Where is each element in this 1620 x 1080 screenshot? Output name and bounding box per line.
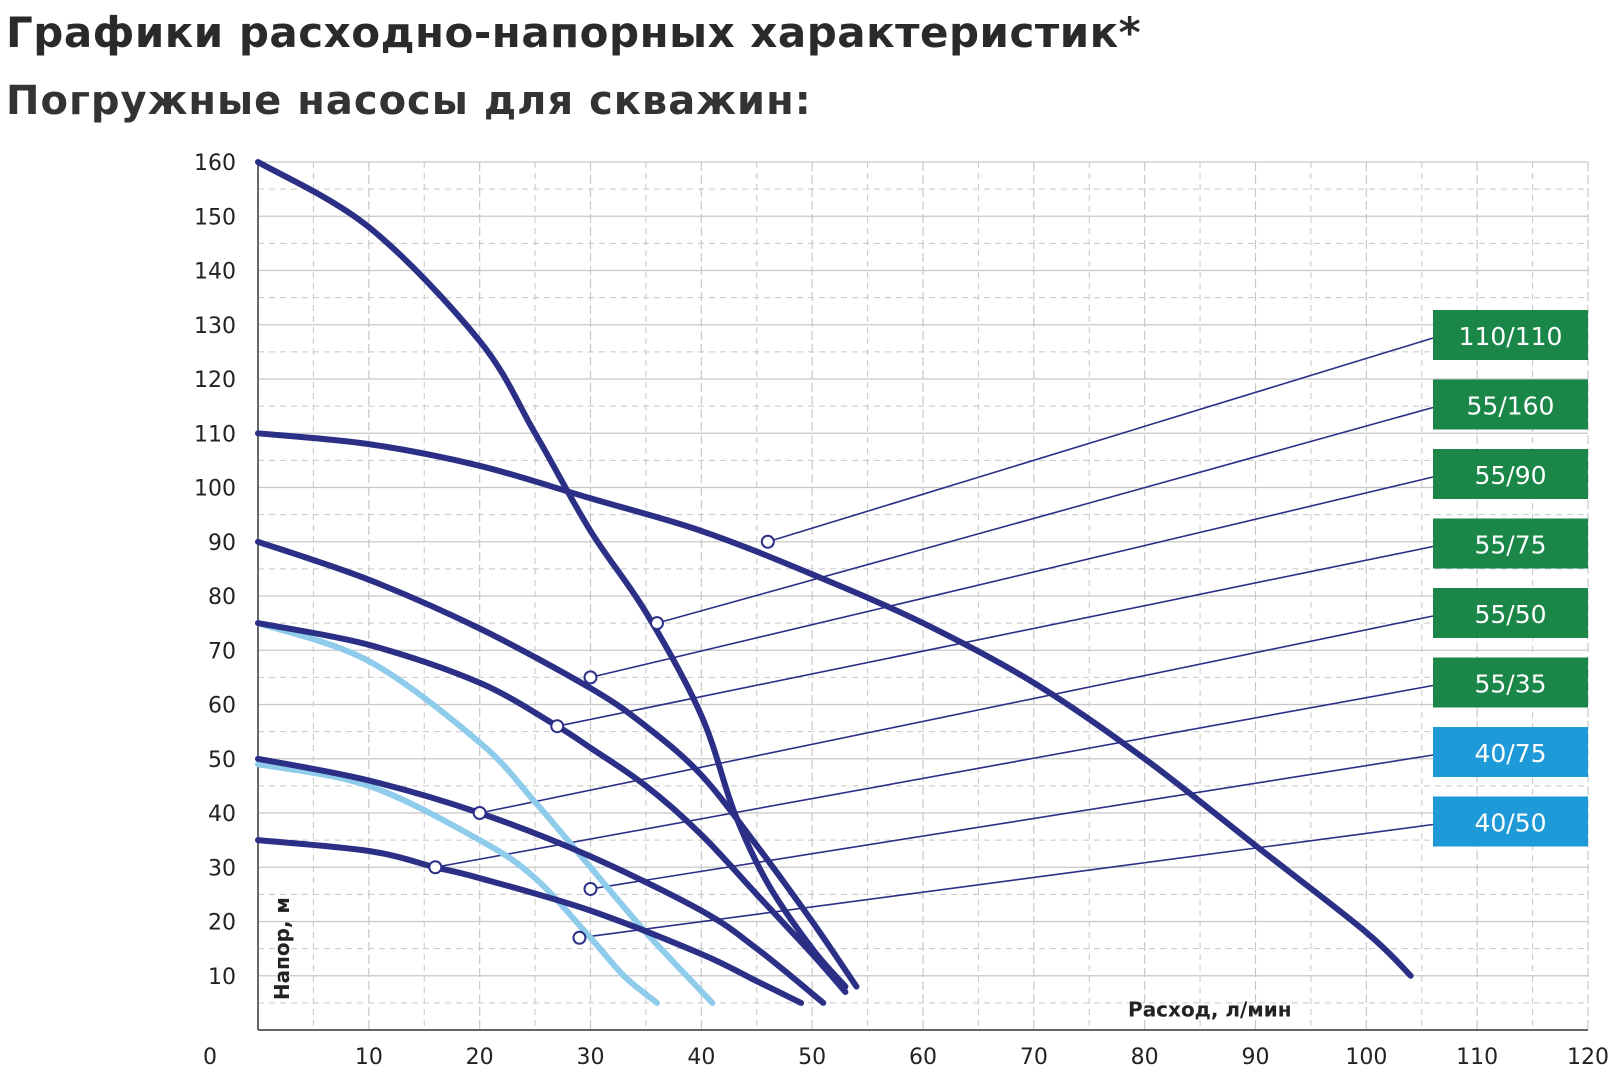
leader-line-40-75 bbox=[590, 754, 1434, 890]
x-tick-label: 0 bbox=[203, 1045, 217, 1070]
x-tick-label: 30 bbox=[577, 1045, 605, 1070]
x-tick-label: 70 bbox=[1020, 1045, 1048, 1070]
leader-line-55-35 bbox=[435, 684, 1434, 869]
curve-55-160 bbox=[255, 159, 849, 990]
x-tick-label: 90 bbox=[1242, 1045, 1270, 1070]
curve-110-110 bbox=[255, 430, 1414, 979]
curve-55-35 bbox=[255, 837, 805, 1006]
legend: 110/110 55/160 55/90 55/75 55/50 55/35 40/75 40… bbox=[1433, 310, 1588, 847]
legend-label-55-35: 55/35 bbox=[1474, 670, 1546, 699]
y-tick-label: 100 bbox=[194, 477, 236, 502]
curve-55-90 bbox=[255, 538, 860, 990]
legend-box-55-50 bbox=[1433, 588, 1588, 638]
legend-box-110-110 bbox=[1433, 310, 1588, 360]
leader-line-55-75 bbox=[557, 545, 1434, 727]
x-tick-label: 60 bbox=[909, 1045, 937, 1070]
grid bbox=[258, 161, 1589, 1030]
legend-box-55-35 bbox=[1433, 657, 1588, 708]
marker-40-50 bbox=[572, 930, 587, 945]
x-tick-label: 120 bbox=[1567, 1045, 1609, 1070]
legend-box-40-75 bbox=[1433, 727, 1588, 777]
legend-box-55-75 bbox=[1433, 518, 1588, 569]
x-tick-label: 50 bbox=[798, 1045, 826, 1070]
legend-item-55-160: 55/160 bbox=[1433, 379, 1588, 430]
curve-markers bbox=[428, 534, 775, 945]
marker-55-90 bbox=[583, 670, 598, 685]
legend-item-110-110: 110/110 bbox=[1433, 310, 1588, 360]
y-tick-label: 80 bbox=[208, 585, 236, 610]
legend-label-55-50: 55/50 bbox=[1474, 600, 1546, 629]
legend-item-40-75: 40/75 bbox=[1433, 727, 1588, 777]
legend-item-40-50: 40/50 bbox=[1433, 796, 1588, 847]
y-tick-label: 140 bbox=[194, 260, 236, 285]
curves bbox=[255, 159, 1414, 1006]
y-tick-label: 20 bbox=[208, 911, 236, 936]
curve-55-75 bbox=[255, 620, 849, 995]
x-axis-label: Расход, л/мин bbox=[1128, 997, 1292, 1021]
legend-item-55-50: 55/50 bbox=[1433, 588, 1588, 638]
marker-55-50 bbox=[472, 806, 487, 820]
curve-40-50 bbox=[255, 761, 660, 1006]
x-tick-label: 40 bbox=[687, 1045, 715, 1070]
marker-55-35 bbox=[428, 860, 443, 875]
marker-40-75 bbox=[583, 881, 598, 896]
legend-box-55-160 bbox=[1433, 379, 1588, 430]
leader-lines bbox=[435, 337, 1434, 939]
x-tick-label: 110 bbox=[1456, 1045, 1498, 1070]
legend-label-40-75: 40/75 bbox=[1474, 739, 1546, 768]
leader-line-40-50 bbox=[579, 823, 1434, 939]
y-tick-label: 60 bbox=[208, 694, 236, 719]
page-title: Графики расходно-напорных характеристик* bbox=[6, 8, 1142, 57]
legend-box-55-90 bbox=[1433, 449, 1588, 499]
legend-item-55-35: 55/35 bbox=[1433, 657, 1588, 708]
leader-line-55-50 bbox=[479, 615, 1434, 814]
x-tick-label: 20 bbox=[466, 1045, 494, 1070]
x-tick-label: 100 bbox=[1345, 1045, 1387, 1070]
y-tick-label: 90 bbox=[208, 531, 236, 556]
y-tick-label: 120 bbox=[194, 368, 236, 393]
marker-55-75 bbox=[550, 719, 565, 734]
leader-line-55-90 bbox=[590, 476, 1434, 679]
leader-line-55-160 bbox=[656, 406, 1434, 624]
legend-label-110-110: 110/110 bbox=[1459, 322, 1563, 351]
marker-110-110 bbox=[760, 534, 775, 549]
x-tick-label: 10 bbox=[355, 1045, 383, 1070]
y-tick-label: 70 bbox=[208, 639, 236, 664]
y-tick-label: 30 bbox=[208, 856, 236, 881]
y-tick-label: 40 bbox=[208, 802, 236, 827]
y-tick-label: 110 bbox=[194, 422, 236, 447]
legend-item-55-75: 55/75 bbox=[1433, 518, 1588, 569]
y-tick-label: 160 bbox=[194, 151, 236, 176]
y-tick-label: 130 bbox=[194, 314, 236, 339]
legend-label-55-160: 55/160 bbox=[1467, 392, 1555, 421]
leader-line-110-110 bbox=[767, 337, 1434, 543]
y-axis-label: Напор, м bbox=[270, 897, 294, 1000]
curve-55-50 bbox=[255, 755, 827, 1006]
axis-labels: Расход, л/мин Напор, м bbox=[270, 897, 1292, 1021]
legend-label-55-75: 55/75 bbox=[1474, 531, 1546, 560]
legend-label-55-90: 55/90 bbox=[1474, 461, 1546, 490]
legend-item-55-90: 55/90 bbox=[1433, 449, 1588, 499]
y-tick-label: 10 bbox=[208, 965, 236, 990]
legend-box-40-50 bbox=[1433, 796, 1588, 847]
axes: 0 10 20 30 40 50 60 70 80 90 100 110 120 10 20 30 40 50 60… bbox=[194, 151, 1609, 1070]
y-tick-label: 150 bbox=[194, 205, 236, 230]
x-tick-label: 80 bbox=[1131, 1045, 1159, 1070]
y-tick-label: 50 bbox=[208, 748, 236, 773]
legend-label-40-50: 40/50 bbox=[1474, 809, 1546, 838]
page-subtitle: Погружные насосы для скважин: bbox=[6, 78, 812, 124]
marker-55-160 bbox=[650, 616, 664, 631]
